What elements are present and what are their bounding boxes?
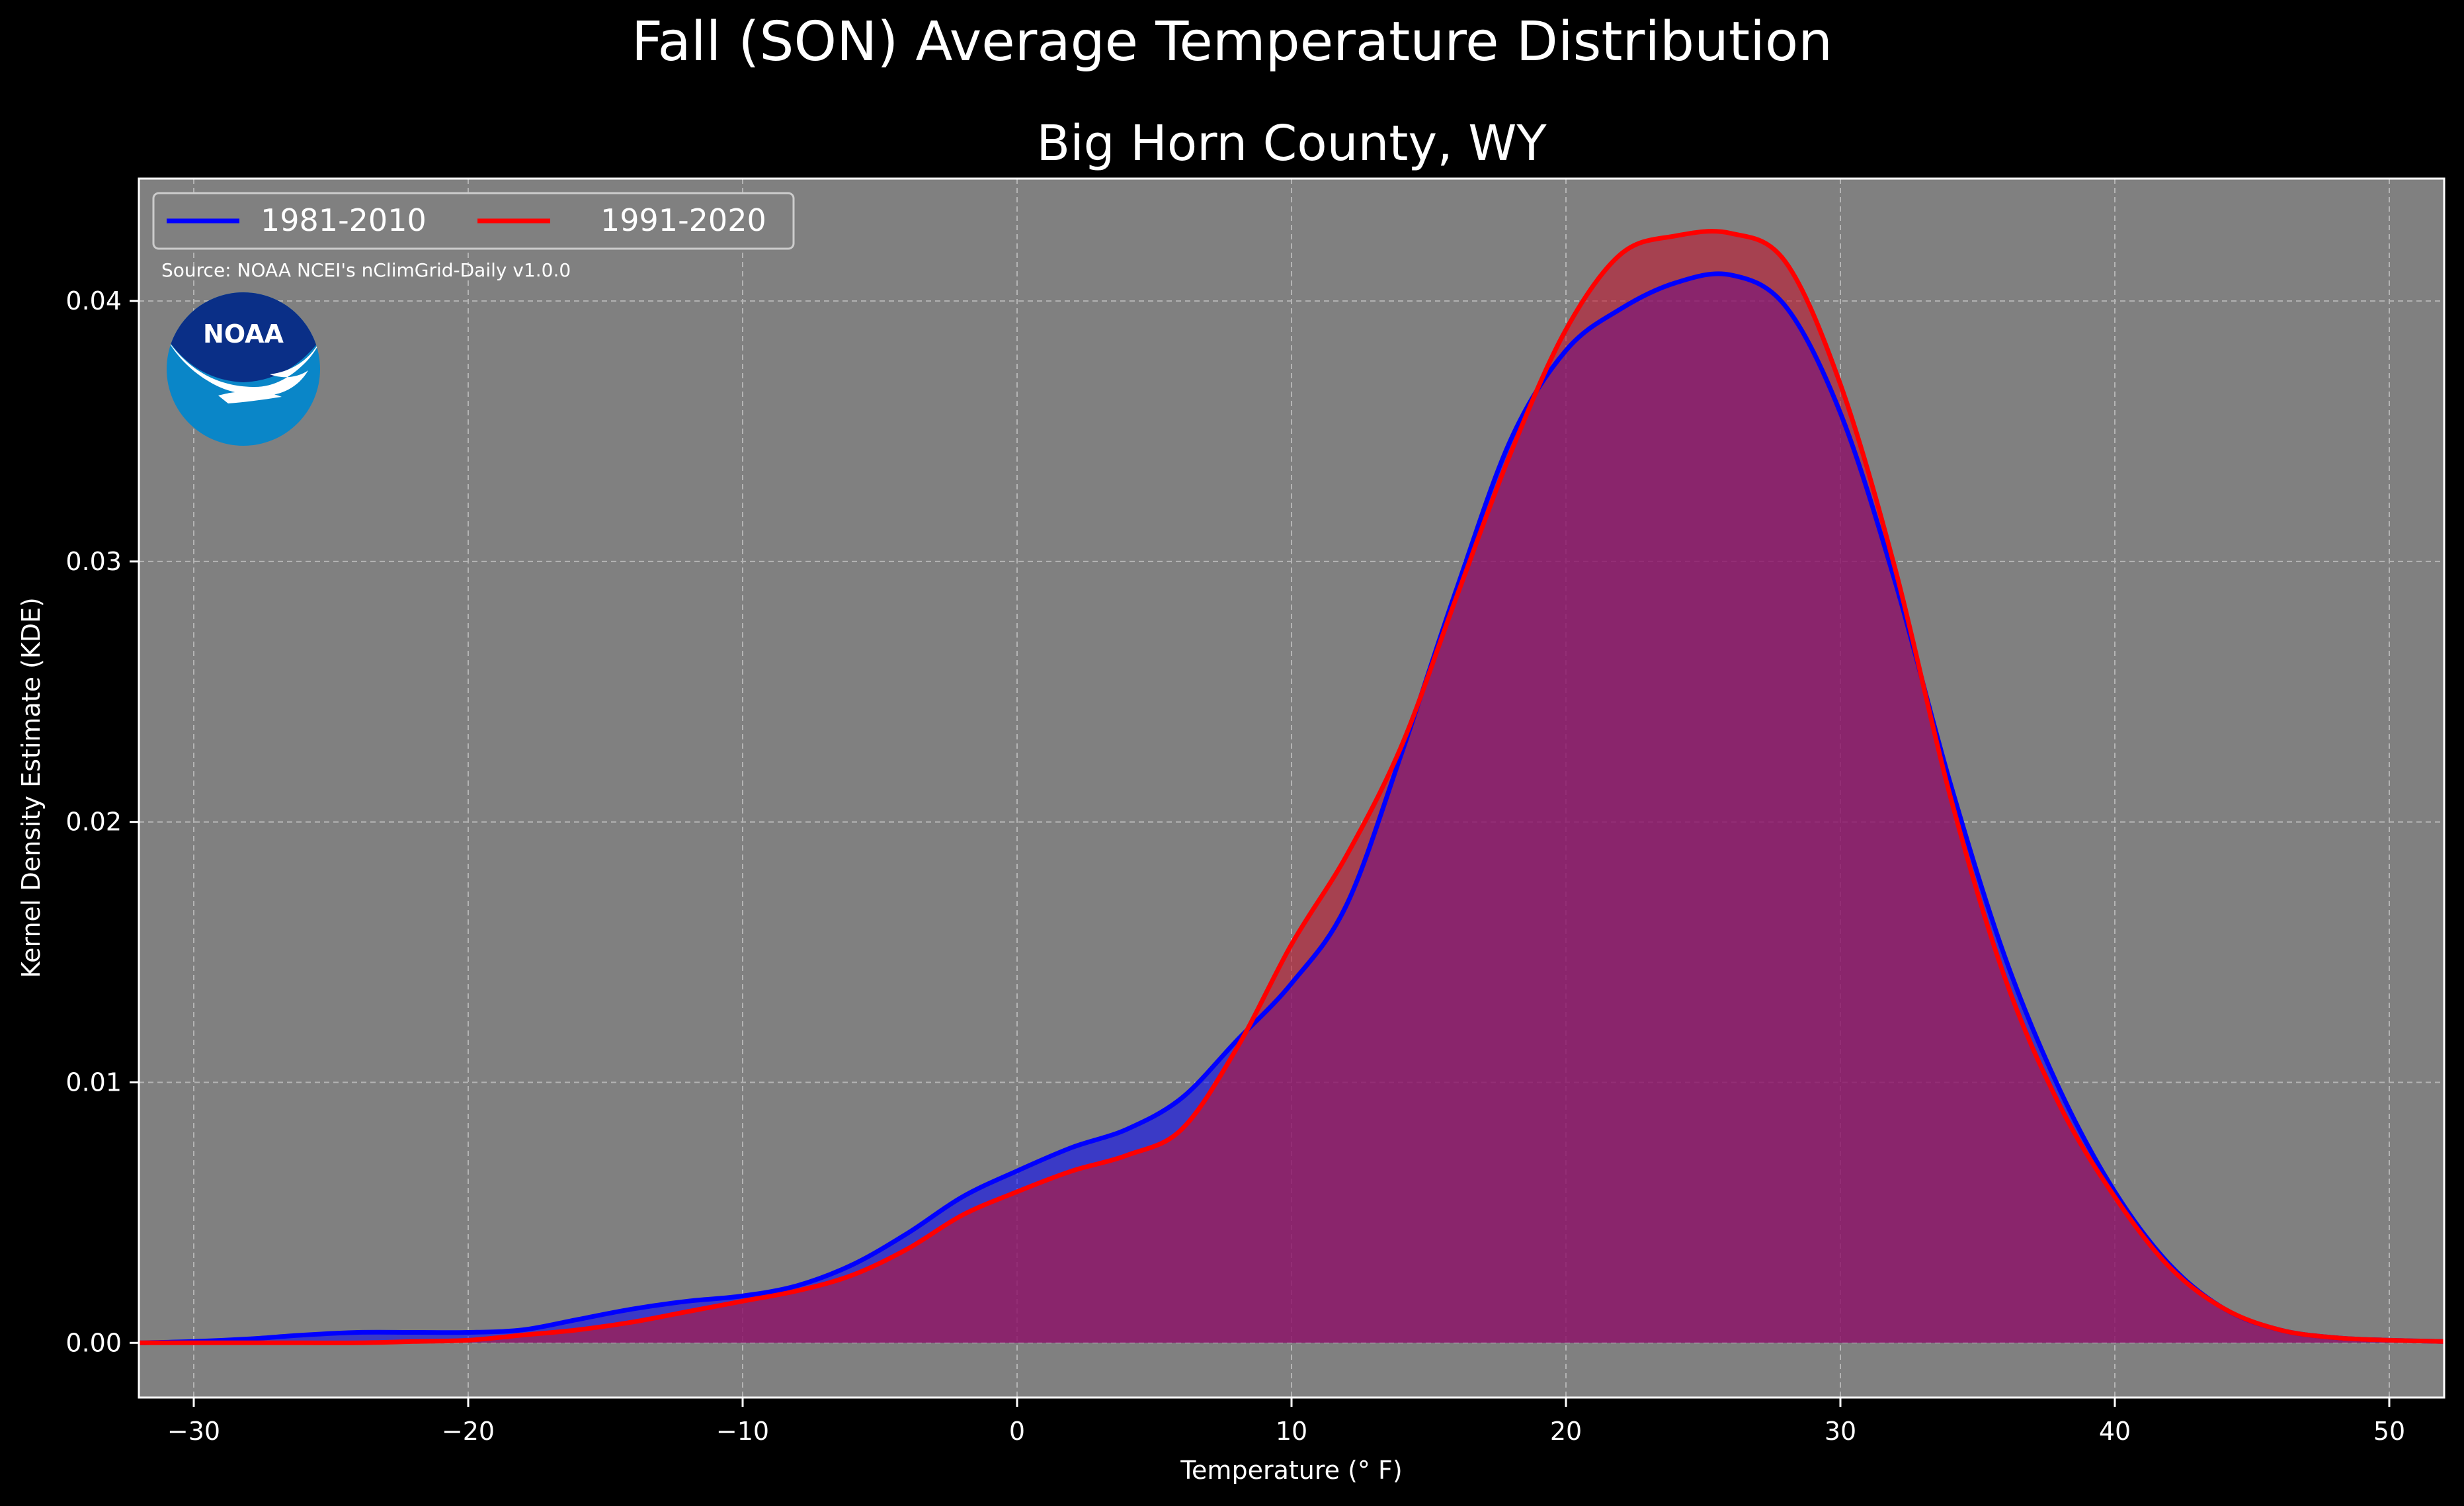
y-tick-label: 0.00 [65,1328,122,1357]
x-tick-label: −30 [167,1417,220,1446]
kde-area-1991-2020 [139,231,2444,1343]
y-axis-label: Kernel Density Estimate (KDE) [17,597,46,978]
x-tick-label: 40 [2099,1417,2131,1446]
x-tick-label: 10 [1276,1417,1307,1446]
x-tick-label: 0 [1009,1417,1025,1446]
chart-title: Big Horn County, WY [1036,115,1547,172]
legend-box [152,192,795,250]
y-tick-label: 0.04 [65,286,122,315]
y-axis-ticks: 0.00 0.01 0.02 0.03 0.04 [65,286,139,1357]
x-tick-label: −10 [716,1417,769,1446]
source-note: Source: NOAA NCEI's nClimGrid-Daily v1.0… [161,259,571,281]
x-axis-label: Temperature (° F) [1180,1456,1402,1485]
grid-lines [139,179,2444,1398]
noaa-bird-icon [167,336,320,396]
y-tick-label: 0.03 [65,547,122,576]
kde-lines [138,229,2445,1345]
x-tick-label: 30 [1825,1417,1856,1446]
legend: 1981-2010 1991-2020 [152,192,795,250]
figure-suptitle: Fall (SON) Average Temperature Distribut… [631,11,1833,73]
kde-line-1991-2020 [139,229,2445,1345]
kde-fills [139,231,2444,1343]
y-tick-label: 0.02 [65,808,122,837]
noaa-logo: NOAA [167,292,320,446]
y-tick-label: 0.01 [65,1067,122,1097]
x-tick-label: 50 [2373,1417,2405,1446]
noaa-logo-text: NOAA [203,319,284,349]
x-tick-label: 20 [1550,1417,1582,1446]
legend-label-1991-2020: 1991-2020 [600,202,766,238]
legend-label-1981-2010: 1981-2010 [261,202,427,238]
kde-line-1981-2010 [138,271,2445,1345]
x-tick-label: −20 [442,1417,495,1446]
x-axis-ticks: −30 −20 −10 0 10 20 30 40 50 [167,1398,2405,1446]
